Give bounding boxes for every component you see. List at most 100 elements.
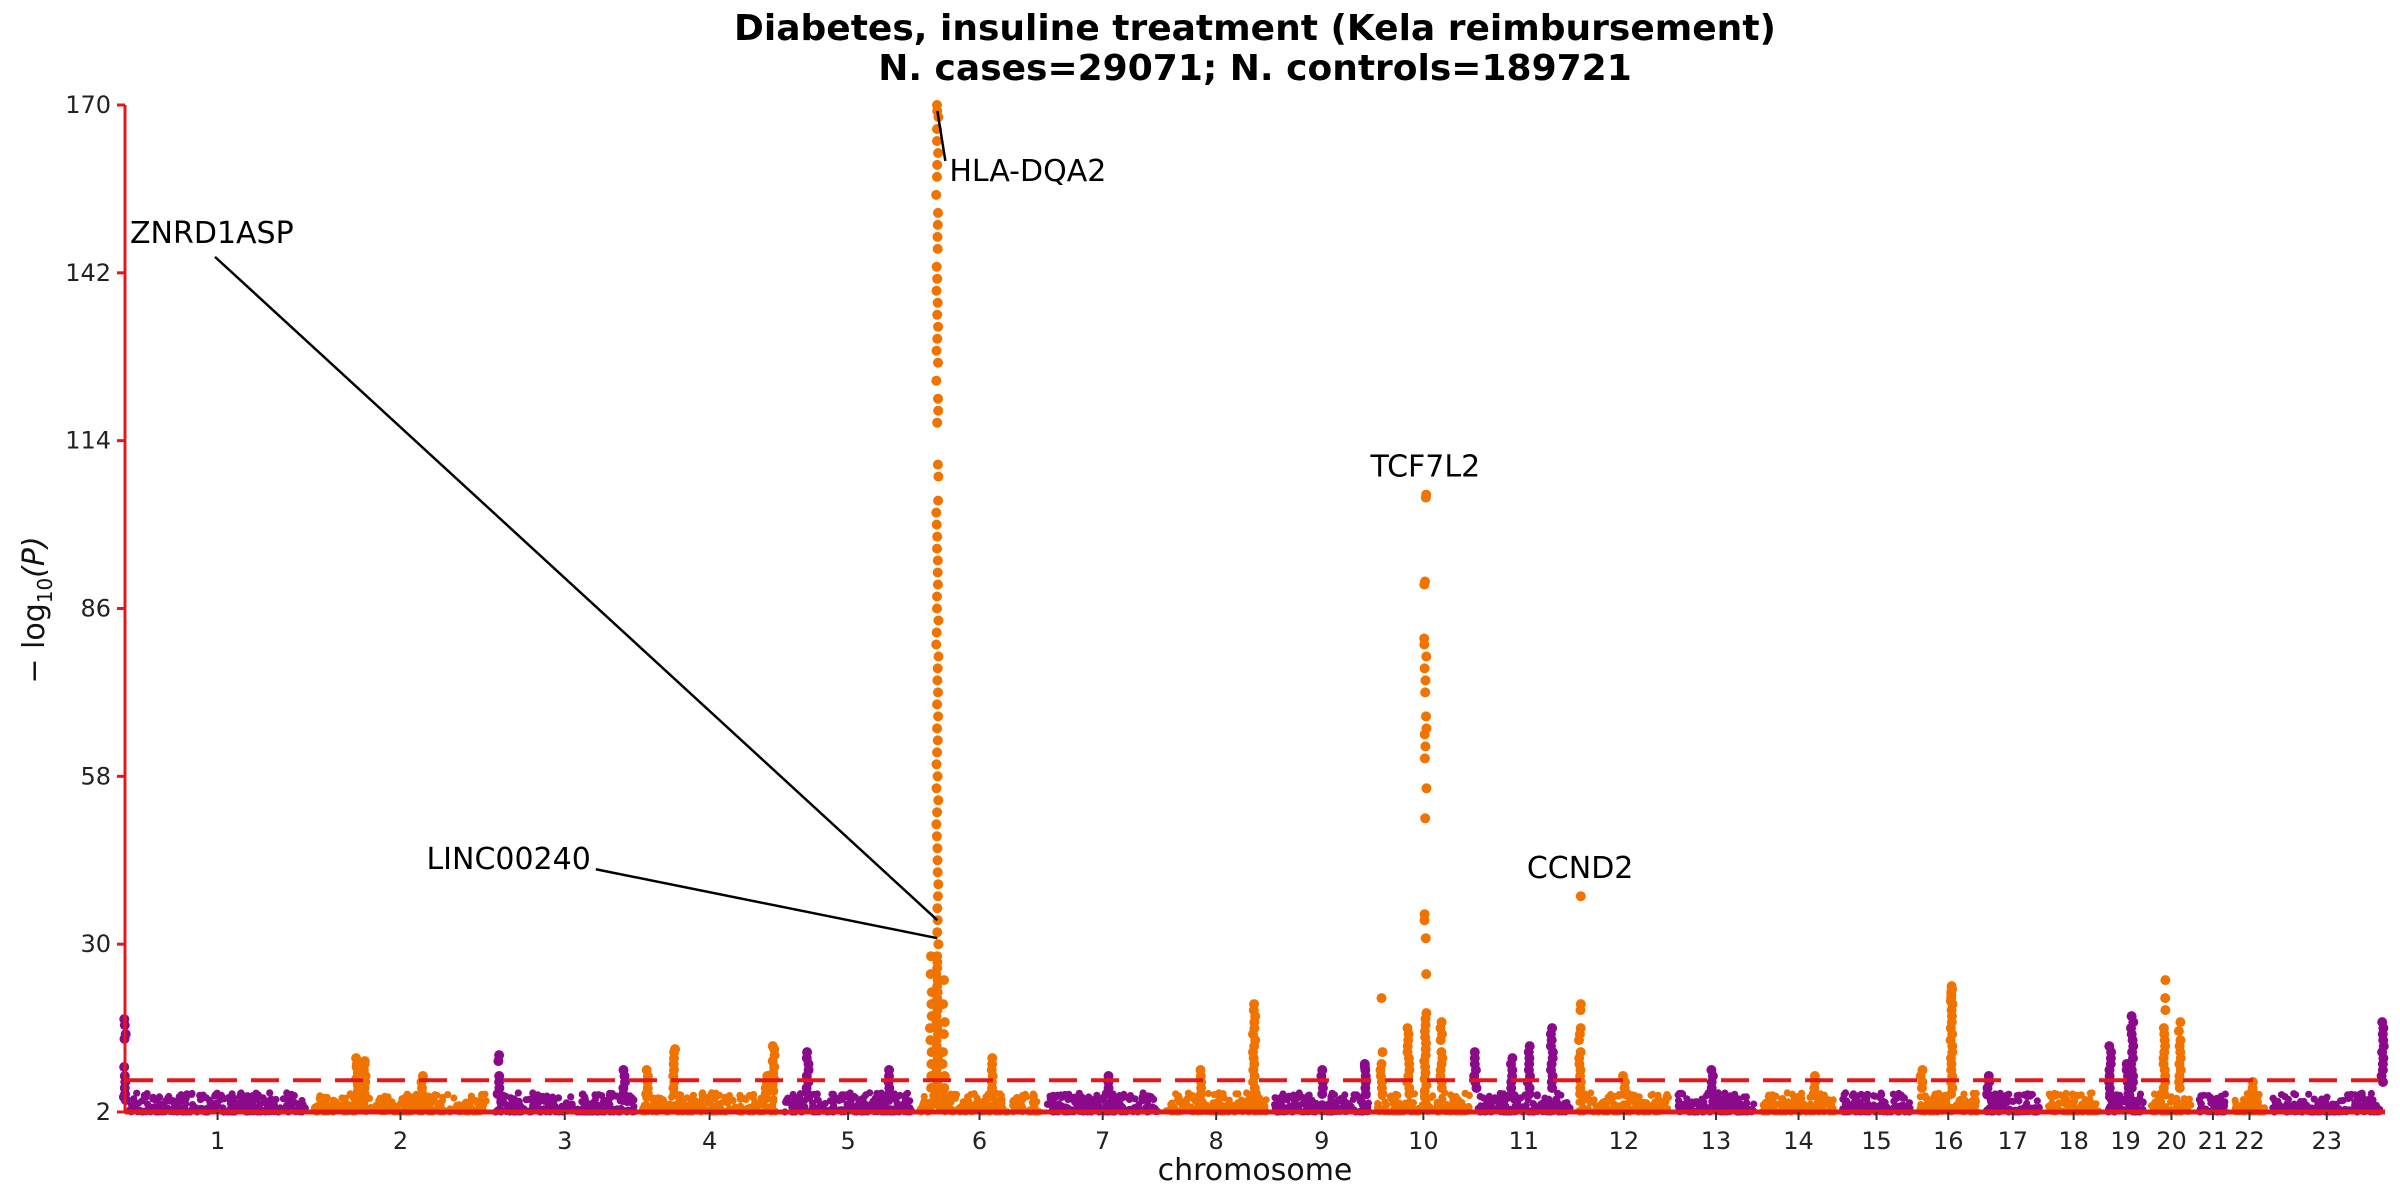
- baseline-point: [1020, 1092, 1028, 1100]
- baseline-point: [332, 1100, 340, 1108]
- baseline-point: [1450, 1096, 1458, 1105]
- baseline-point: [1662, 1098, 1670, 1106]
- baseline-point: [507, 1094, 515, 1102]
- baseline-point: [291, 1099, 299, 1107]
- y-axis-label-suffix: (P): [17, 536, 52, 578]
- baseline-point: [522, 1096, 530, 1104]
- baseline-point: [1935, 1089, 1943, 1097]
- baseline-point: [813, 1090, 821, 1098]
- x-tick-label: 13: [1701, 1127, 1732, 1155]
- baseline-point: [1090, 1096, 1098, 1104]
- peak-point: [1404, 1089, 1415, 1099]
- peak-point: [1420, 687, 1431, 698]
- baseline-point: [144, 1100, 152, 1108]
- y-tick-label: 142: [65, 259, 111, 287]
- x-axis-label: chromosome: [1158, 1153, 1353, 1188]
- peak-point: [1249, 1089, 1260, 1099]
- baseline-point: [1790, 1101, 1798, 1109]
- peak-point: [932, 543, 942, 554]
- baseline-point: [2151, 1098, 2159, 1106]
- baseline-point: [1328, 1101, 1336, 1109]
- baseline-point: [1125, 1095, 1134, 1103]
- baseline-point: [1708, 1099, 1716, 1108]
- baseline-point: [708, 1089, 716, 1097]
- baseline-point: [1718, 1099, 1726, 1107]
- baseline-point: [401, 1100, 409, 1108]
- baseline-point: [973, 1094, 981, 1102]
- baseline-point: [2117, 1098, 2125, 1106]
- baseline-point: [1139, 1096, 1147, 1104]
- baseline-point: [2167, 1093, 2175, 1101]
- baseline-point: [1409, 1099, 1417, 1107]
- x-tick-label: 2: [393, 1127, 408, 1155]
- baseline-point: [698, 1089, 707, 1097]
- baseline-point: [1433, 1098, 1441, 1106]
- baseline-point: [2166, 1098, 2175, 1106]
- peak-point: [1420, 813, 1431, 824]
- baseline-point: [2023, 1099, 2031, 1107]
- peak-point: [768, 1086, 779, 1096]
- baseline-point: [1991, 1093, 2000, 1101]
- peak-point: [669, 1089, 680, 1099]
- peak-point: [932, 136, 942, 146]
- baseline-point: [283, 1089, 291, 1097]
- baseline-point: [898, 1101, 906, 1109]
- y-tick-label: 2: [96, 1098, 111, 1126]
- baseline-point: [512, 1097, 520, 1105]
- peak-point: [931, 345, 942, 356]
- x-axis-ticks: 1 2 3 4 5 6 7 8 9 10 11 12 13 14 15 16 17 18 19 20 21 22 23: [210, 1112, 2342, 1155]
- peak-point: [932, 579, 943, 590]
- peak-point: [1575, 1089, 1586, 1099]
- baseline-point: [164, 1094, 172, 1102]
- peak-point: [1982, 1089, 1993, 1099]
- baseline-point: [1028, 1098, 1036, 1106]
- peak-point: [359, 1089, 370, 1099]
- baseline-point: [175, 1093, 183, 1101]
- baseline-point: [228, 1093, 236, 1101]
- peak-point: [1196, 1089, 1206, 1099]
- baseline-point: [2344, 1094, 2352, 1102]
- peak-point: [932, 555, 943, 566]
- gene-label-connector: [214, 255, 939, 922]
- x-tick-label: 7: [1095, 1127, 1110, 1155]
- baseline-point: [1013, 1094, 1021, 1102]
- baseline-point: [2069, 1092, 2077, 1100]
- y-axis-label-subscript: 10: [33, 578, 57, 603]
- baseline-point: [1876, 1094, 1884, 1102]
- x-tick-label: 8: [1209, 1127, 1224, 1155]
- baseline-point: [1075, 1092, 1084, 1100]
- peak-point: [2175, 1017, 2186, 1028]
- peak-point: [925, 1035, 936, 1046]
- peak-point: [931, 519, 942, 530]
- baseline-point: [1988, 1100, 1996, 1108]
- baseline-point: [1382, 1101, 1390, 1109]
- baseline-point: [245, 1095, 253, 1103]
- baseline-point: [2297, 1098, 2305, 1106]
- baseline-point: [606, 1100, 614, 1108]
- x-tick-label: 3: [557, 1127, 572, 1155]
- peak-point: [931, 783, 942, 794]
- baseline-point: [206, 1098, 214, 1106]
- baseline-point: [2356, 1102, 2364, 1110]
- baseline-point: [150, 1103, 158, 1111]
- peak-point: [2160, 993, 2171, 1004]
- peak-point: [931, 627, 942, 638]
- peak-point: [931, 1095, 942, 1105]
- baseline-point: [2218, 1101, 2226, 1109]
- baseline-point: [607, 1090, 615, 1098]
- peak-point: [1419, 753, 1430, 764]
- peak-point: [926, 1059, 937, 1069]
- peak-point: [1420, 675, 1431, 686]
- baseline-point: [1364, 1099, 1372, 1107]
- peak-point: [1420, 492, 1431, 503]
- peak-point: [933, 795, 944, 806]
- baseline-point: [1343, 1100, 1351, 1108]
- baseline-point: [1798, 1103, 1806, 1111]
- baseline-point: [1214, 1090, 1222, 1098]
- peak-point: [1471, 1083, 1482, 1093]
- baseline-point: [1790, 1094, 1798, 1102]
- baseline-point: [1563, 1099, 1571, 1107]
- baseline-point: [1688, 1098, 1696, 1106]
- peak-point: [931, 261, 942, 272]
- baseline-point: [2277, 1091, 2286, 1099]
